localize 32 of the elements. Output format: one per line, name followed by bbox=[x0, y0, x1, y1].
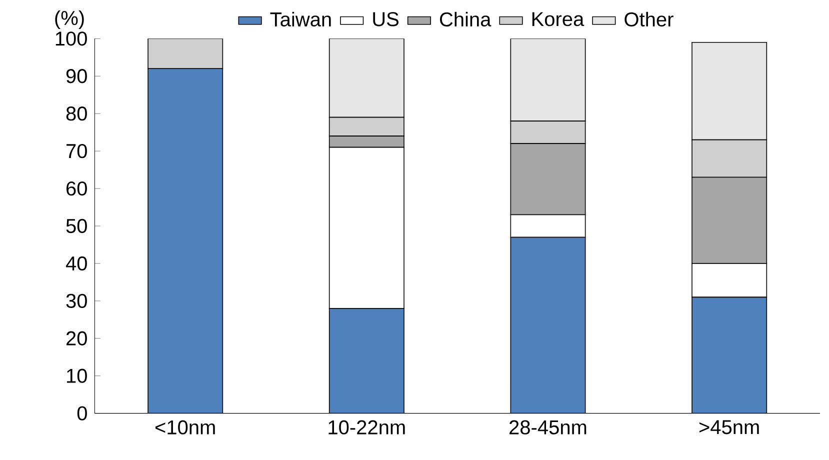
y-tick-label: 80 bbox=[66, 106, 87, 121]
bar bbox=[510, 236, 586, 414]
bar bbox=[692, 139, 768, 178]
y-tick-label: 50 bbox=[66, 218, 87, 234]
legend-label: US bbox=[373, 12, 398, 26]
x-tick-label: 28-45nm bbox=[510, 420, 586, 434]
legend-label: Korea bbox=[532, 12, 584, 26]
y-tick-label: 60 bbox=[66, 181, 87, 196]
bar bbox=[328, 116, 404, 136]
y-axis-title: (%) bbox=[55, 10, 84, 30]
bar bbox=[148, 38, 224, 70]
bar bbox=[328, 308, 404, 414]
y-tick-label: 20 bbox=[66, 331, 87, 346]
y-tick-label: 70 bbox=[66, 144, 87, 158]
y-tick-label: 40 bbox=[66, 256, 87, 271]
legend-label: China bbox=[440, 12, 492, 27]
bar bbox=[328, 38, 404, 118]
bar bbox=[510, 38, 586, 122]
y-tick-label: 10 bbox=[67, 368, 87, 383]
y-tick-label: 100 bbox=[56, 32, 87, 46]
y-tick-label: 30 bbox=[66, 294, 87, 308]
bar bbox=[510, 120, 586, 144]
x-tick-label: 10-22nm bbox=[328, 420, 405, 434]
bar bbox=[692, 42, 768, 140]
bar bbox=[692, 296, 768, 414]
y-tick-label: 0 bbox=[77, 406, 87, 420]
legend-label: Other bbox=[624, 12, 674, 27]
x-tick-label: <10nm bbox=[155, 420, 215, 434]
bar bbox=[148, 68, 224, 414]
y-tick-label: 90 bbox=[66, 69, 87, 84]
legend-label: Taiwan bbox=[270, 12, 331, 27]
x-tick-label: >45nm bbox=[699, 420, 759, 434]
